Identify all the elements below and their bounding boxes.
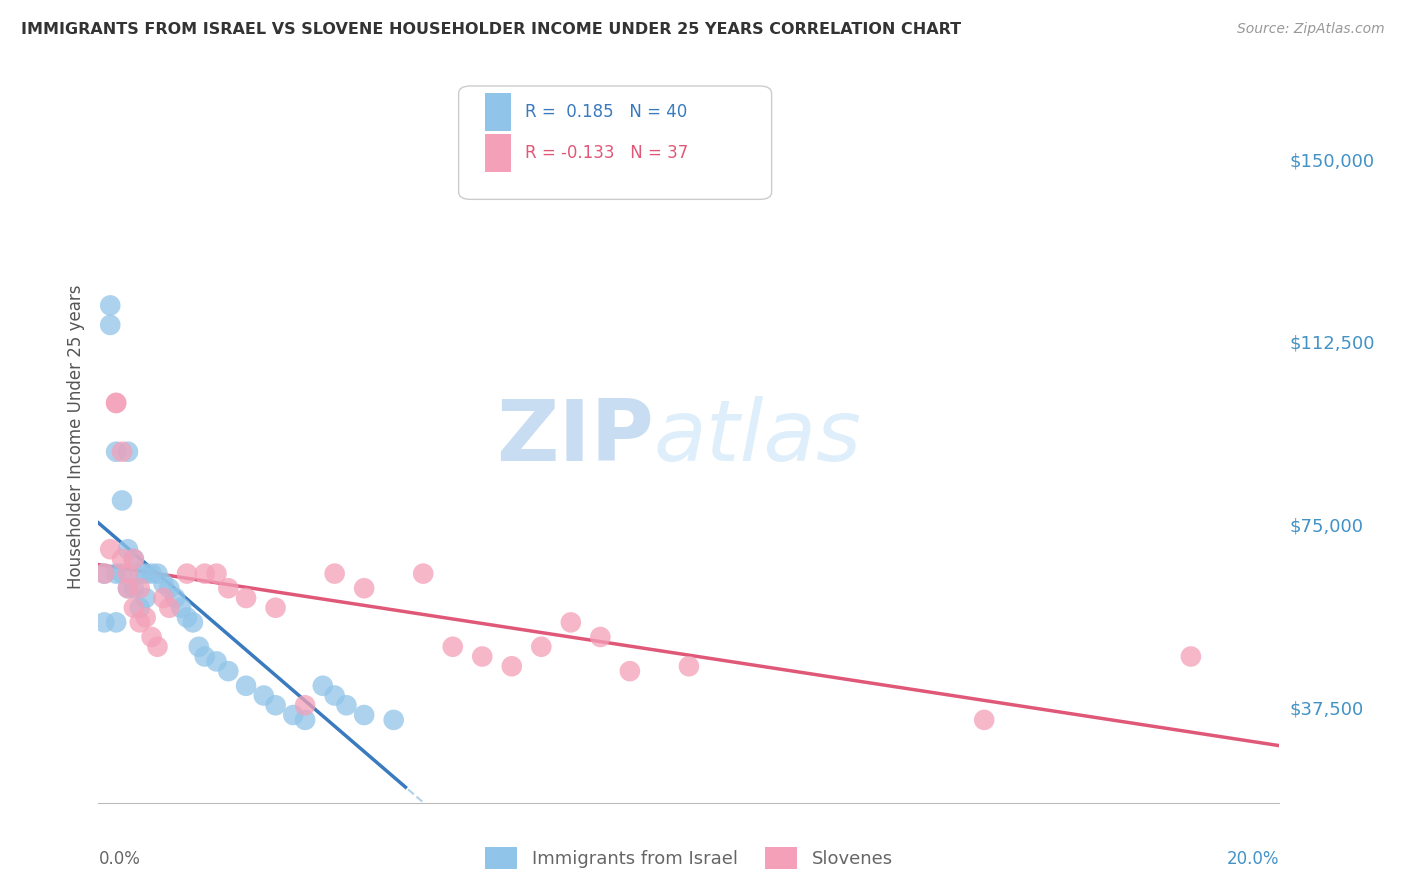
Text: R = -0.133   N = 37: R = -0.133 N = 37	[524, 145, 688, 162]
Point	[283, 708, 305, 723]
Text: 0.0%: 0.0%	[98, 850, 141, 868]
Point	[157, 581, 180, 595]
Point	[128, 566, 150, 581]
Point	[128, 581, 150, 595]
Text: 20.0%: 20.0%	[1227, 850, 1279, 868]
Point	[335, 698, 357, 713]
Point	[294, 698, 316, 713]
Point	[441, 640, 464, 654]
Point	[560, 615, 582, 630]
Point	[135, 566, 157, 581]
Point	[122, 581, 145, 595]
Point	[111, 566, 134, 581]
Point	[181, 615, 204, 630]
FancyBboxPatch shape	[485, 135, 510, 172]
Text: ZIP: ZIP	[496, 395, 654, 479]
Point	[973, 713, 995, 727]
Point	[235, 591, 257, 605]
Point	[353, 581, 375, 595]
Point	[105, 396, 128, 410]
Point	[205, 654, 228, 668]
Point	[194, 649, 217, 664]
Point	[170, 600, 193, 615]
Point	[146, 566, 169, 581]
Point	[323, 689, 346, 703]
Point	[98, 542, 121, 557]
Text: Source: ZipAtlas.com: Source: ZipAtlas.com	[1237, 22, 1385, 37]
Point	[323, 566, 346, 581]
Point	[117, 566, 139, 581]
Point	[122, 552, 145, 566]
Point	[93, 615, 115, 630]
Point	[619, 664, 641, 678]
Point	[501, 659, 523, 673]
Point	[165, 591, 187, 605]
Point	[111, 493, 134, 508]
Point	[312, 679, 335, 693]
Point	[117, 542, 139, 557]
Point	[353, 708, 375, 723]
Point	[264, 698, 287, 713]
Point	[176, 566, 198, 581]
Point	[205, 566, 228, 581]
Point	[111, 552, 134, 566]
Point	[141, 566, 163, 581]
Point	[98, 298, 121, 312]
Point	[253, 689, 276, 703]
Point	[117, 444, 139, 458]
Point	[105, 566, 128, 581]
Point	[157, 600, 180, 615]
Text: atlas: atlas	[654, 395, 862, 479]
FancyBboxPatch shape	[458, 86, 772, 200]
Point	[122, 552, 145, 566]
Point	[152, 576, 174, 591]
Point	[471, 649, 494, 664]
Point	[678, 659, 700, 673]
Point	[117, 581, 139, 595]
Point	[1180, 649, 1202, 664]
Point	[105, 444, 128, 458]
Point	[294, 713, 316, 727]
Legend: Immigrants from Israel, Slovenes: Immigrants from Israel, Slovenes	[478, 839, 900, 876]
Point	[122, 600, 145, 615]
Point	[117, 581, 139, 595]
FancyBboxPatch shape	[485, 94, 510, 131]
Point	[217, 664, 239, 678]
Point	[412, 566, 434, 581]
Y-axis label: Householder Income Under 25 years: Householder Income Under 25 years	[66, 285, 84, 590]
Point	[264, 600, 287, 615]
Point	[235, 679, 257, 693]
Point	[530, 640, 553, 654]
Text: IMMIGRANTS FROM ISRAEL VS SLOVENE HOUSEHOLDER INCOME UNDER 25 YEARS CORRELATION : IMMIGRANTS FROM ISRAEL VS SLOVENE HOUSEH…	[21, 22, 962, 37]
Point	[105, 396, 128, 410]
Point	[105, 615, 128, 630]
Point	[135, 591, 157, 605]
Point	[128, 600, 150, 615]
Point	[176, 610, 198, 624]
Point	[111, 444, 134, 458]
Point	[98, 318, 121, 332]
Text: R =  0.185   N = 40: R = 0.185 N = 40	[524, 103, 688, 121]
Point	[93, 566, 115, 581]
Point	[194, 566, 217, 581]
Point	[135, 610, 157, 624]
Point	[93, 566, 115, 581]
Point	[589, 630, 612, 644]
Point	[152, 591, 174, 605]
Point	[146, 640, 169, 654]
Point	[187, 640, 209, 654]
Point	[382, 713, 405, 727]
Point	[217, 581, 239, 595]
Point	[128, 615, 150, 630]
Point	[141, 630, 163, 644]
